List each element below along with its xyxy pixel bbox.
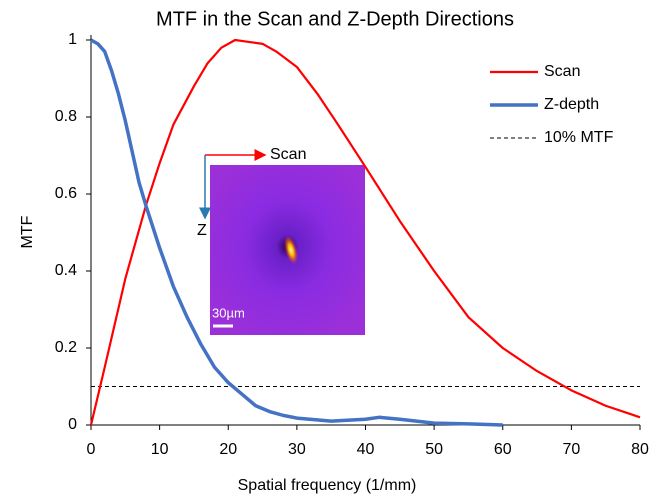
x-tick-label: 40 (357, 441, 375, 458)
inset-scan-label: Scan (270, 146, 306, 163)
y-tick-label: 1 (68, 31, 77, 48)
y-axis-label: MTF (19, 215, 36, 248)
inset-z-label: Z (197, 222, 207, 239)
inset: Scan Z 30µm (197, 146, 365, 335)
legend-label: 10% MTF (544, 129, 614, 146)
chart: MTF in the Scan and Z-Depth Directions S… (0, 0, 654, 498)
x-tick-label: 70 (562, 441, 580, 458)
legend-label: Scan (544, 63, 580, 80)
x-tick-label: 20 (219, 441, 237, 458)
x-axis-label: Spatial frequency (1/mm) (238, 477, 417, 494)
x-tick-label: 60 (494, 441, 512, 458)
x-tick-label: 50 (425, 441, 443, 458)
x-tick-label: 0 (87, 441, 96, 458)
y-tick-label: 0.8 (55, 108, 77, 125)
chart-title: MTF in the Scan and Z-Depth Directions (156, 8, 514, 30)
inset-scale-label: 30µm (212, 305, 245, 320)
y-tick-label: 0.2 (55, 339, 77, 356)
legend-label: Z-depth (544, 96, 599, 113)
x-tick-label: 10 (151, 441, 169, 458)
y-tick-label: 0 (68, 416, 77, 433)
x-tick-label: 30 (288, 441, 306, 458)
y-tick-label: 0.4 (55, 262, 77, 279)
y-tick-label: 0.6 (55, 185, 77, 202)
x-tick-label: 80 (631, 441, 649, 458)
